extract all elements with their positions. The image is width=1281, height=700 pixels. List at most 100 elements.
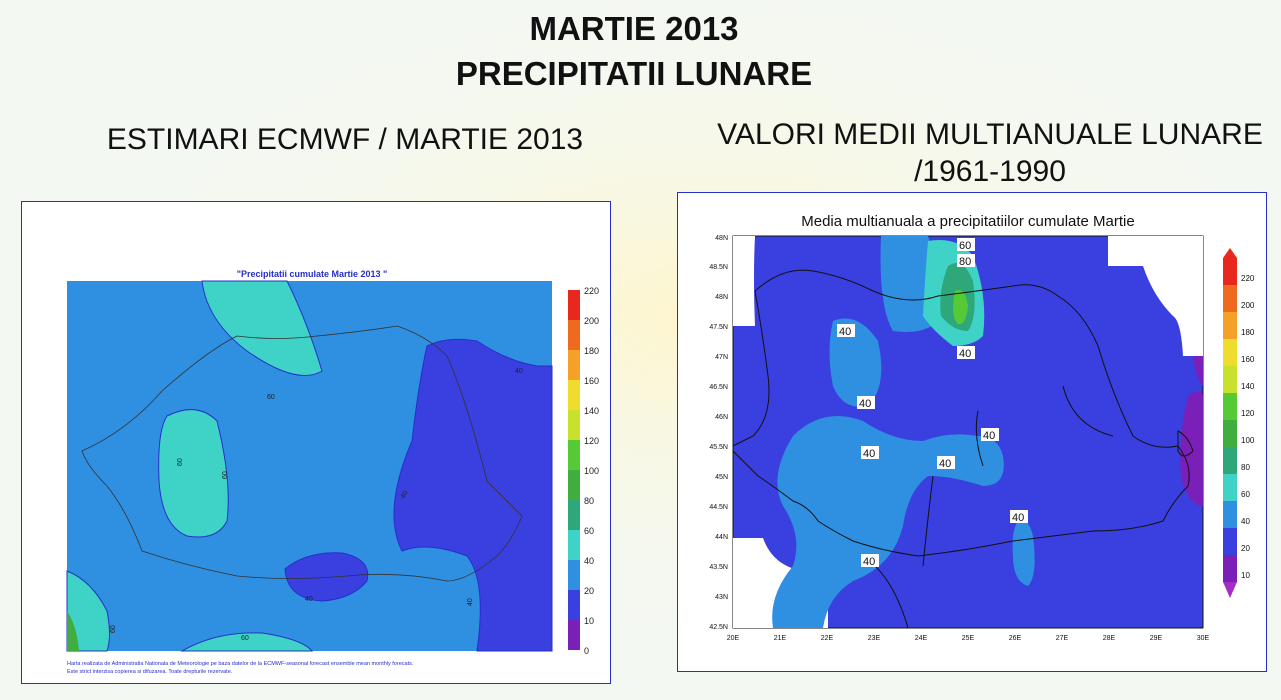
- lon-label: 21E: [774, 635, 787, 642]
- romania-border-left: [81, 325, 523, 582]
- colorbar-label: 160: [584, 376, 599, 386]
- colorbar-label: 100: [1241, 436, 1255, 445]
- colorbar-swatch: [568, 290, 580, 320]
- colorbar-label: 80: [584, 496, 594, 506]
- contour-label-box: [957, 254, 975, 267]
- colorbar-label: 10: [1241, 571, 1250, 580]
- colorbar-swatch: [568, 320, 580, 350]
- ecmwf-region-40-south: [284, 552, 369, 602]
- contour-label-box: [981, 428, 999, 441]
- lon-label: 20E: [727, 635, 740, 642]
- colorbar-bottom-arrow: [1223, 582, 1237, 598]
- contour-label: 60: [267, 394, 275, 401]
- colorbar-swatch: [1223, 258, 1237, 285]
- contour-label: 40: [983, 430, 995, 442]
- lat-label: 46.5N: [709, 384, 728, 391]
- colorbar-swatch: [568, 590, 580, 620]
- ecmwf-map: "Precipitatii cumulate Martie 2013 " 60 …: [66, 269, 599, 675]
- lat-label: 47N: [715, 354, 728, 361]
- contour-label: 60: [177, 458, 184, 466]
- contour-label: 40: [959, 348, 971, 360]
- contour-label: 40: [467, 598, 474, 606]
- colorbar-label: 180: [1241, 328, 1255, 337]
- contour-label: 40: [863, 556, 875, 568]
- contour-label: 40: [839, 326, 851, 338]
- colorbar-swatch: [568, 350, 580, 380]
- contour-label-box: [861, 554, 879, 567]
- multiannual-colorbar: 220 200 180 160 140 120 100 80 60 40 20 …: [1223, 248, 1255, 598]
- colorbar-swatch: [568, 470, 580, 500]
- lat-label: 42.5N: [709, 624, 728, 631]
- contour-label: 60: [959, 240, 971, 252]
- colorbar-label: 120: [1241, 409, 1255, 418]
- ecmwf-footnote-line2: Este strict interzisa copierea si difuza…: [67, 669, 233, 675]
- contour-label-box: [957, 238, 975, 251]
- colorbar-label: 200: [584, 316, 599, 326]
- multiannual-contour-labels: 60 80 40 40 40 40 40 40 40 40: [837, 238, 1028, 568]
- nodata-nw: [733, 236, 755, 326]
- page-title-line2: PRECIPITATII LUNARE: [455, 55, 813, 92]
- page-title-line1: MARTIE 2013: [529, 10, 739, 47]
- lon-axis: 20E 21E 22E 23E 24E 25E 26E 27E 28E 29E …: [727, 635, 1210, 642]
- lon-label: 27E: [1056, 635, 1069, 642]
- colorbar-label: 40: [1241, 517, 1250, 526]
- contour-label: 40: [400, 490, 410, 500]
- lat-label: 43N: [715, 594, 728, 601]
- colorbar-swatch: [568, 440, 580, 470]
- contour-label: 80: [959, 256, 971, 268]
- colorbar-label: 180: [584, 346, 599, 356]
- colorbar-swatch: [568, 410, 580, 440]
- colorbar-swatch: [1223, 393, 1237, 420]
- lon-label: 25E: [962, 635, 975, 642]
- contour-label: 40: [859, 398, 871, 410]
- ecmwf-map-title: "Precipitatii cumulate Martie 2013 ": [237, 269, 388, 279]
- ecmwf-colorbar: 220 200 180 160 140 120 100 80 60 40 20 …: [568, 286, 599, 656]
- colorbar-label: 20: [584, 586, 594, 596]
- colorbar-swatch: [568, 620, 580, 650]
- contour-label-box: [857, 396, 875, 409]
- ecmwf-region-60-north: [201, 280, 323, 376]
- contour-label: 40: [305, 596, 313, 603]
- lat-label: 46N: [715, 414, 728, 421]
- contour-label-box: [1010, 510, 1028, 523]
- lon-label: 29E: [1150, 635, 1163, 642]
- lat-axis: 48N 48.5N 48N 47.5N 47N 46.5N 46N 45.5N …: [709, 235, 728, 631]
- lat-label: 45.5N: [709, 444, 728, 451]
- colorbar-label: 140: [1241, 382, 1255, 391]
- precip-20-ne: [1193, 356, 1203, 386]
- multiannual-map: Media multianuala a precipitatiilor cumu…: [709, 213, 1255, 642]
- colorbar-label: 60: [1241, 490, 1250, 499]
- colorbar-swatch: [1223, 366, 1237, 393]
- colorbar-label: 220: [584, 286, 599, 296]
- lon-label: 23E: [868, 635, 881, 642]
- colorbar-label: 40: [584, 556, 594, 566]
- precip-40-south: [1012, 520, 1035, 586]
- right-heading-line1: VALORI MEDII MULTIANUALE LUNARE: [717, 118, 1263, 151]
- ecmwf-region-60-sw: [66, 570, 110, 652]
- lon-label: 24E: [915, 635, 928, 642]
- colorbar-swatch: [568, 380, 580, 410]
- colorbar-swatch: [1223, 501, 1237, 528]
- colorbar-swatch: [568, 530, 580, 560]
- colorbar-swatch: [1223, 447, 1237, 474]
- right-heading-line2: /1961-1990: [914, 155, 1066, 188]
- ecmwf-map-panel: "Precipitatii cumulate Martie 2013 " 60 …: [21, 201, 611, 684]
- lat-label: 43.5N: [709, 564, 728, 571]
- multiannual-map-panel: Media multianuala a precipitatiilor cumu…: [677, 192, 1267, 672]
- colorbar-swatch: [1223, 555, 1237, 582]
- contour-label: 40: [939, 458, 951, 470]
- colorbar-label: 200: [1241, 301, 1255, 310]
- contour-label: 40: [1012, 512, 1024, 524]
- lat-label: 48N: [715, 294, 728, 301]
- ecmwf-region-40-east: [393, 338, 553, 652]
- colorbar-label: 0: [584, 646, 589, 656]
- precip-40-west: [829, 318, 882, 407]
- colorbar-label: 10: [584, 616, 594, 626]
- colorbar-label: 100: [584, 466, 599, 476]
- danube-delta-outline: [1177, 430, 1194, 457]
- romania-border-right: [732, 269, 1190, 629]
- lon-label: 30E: [1197, 635, 1210, 642]
- ecmwf-region-60-south: [180, 632, 314, 652]
- lon-label: 28E: [1103, 635, 1116, 642]
- lat-label: 48.5N: [709, 264, 728, 271]
